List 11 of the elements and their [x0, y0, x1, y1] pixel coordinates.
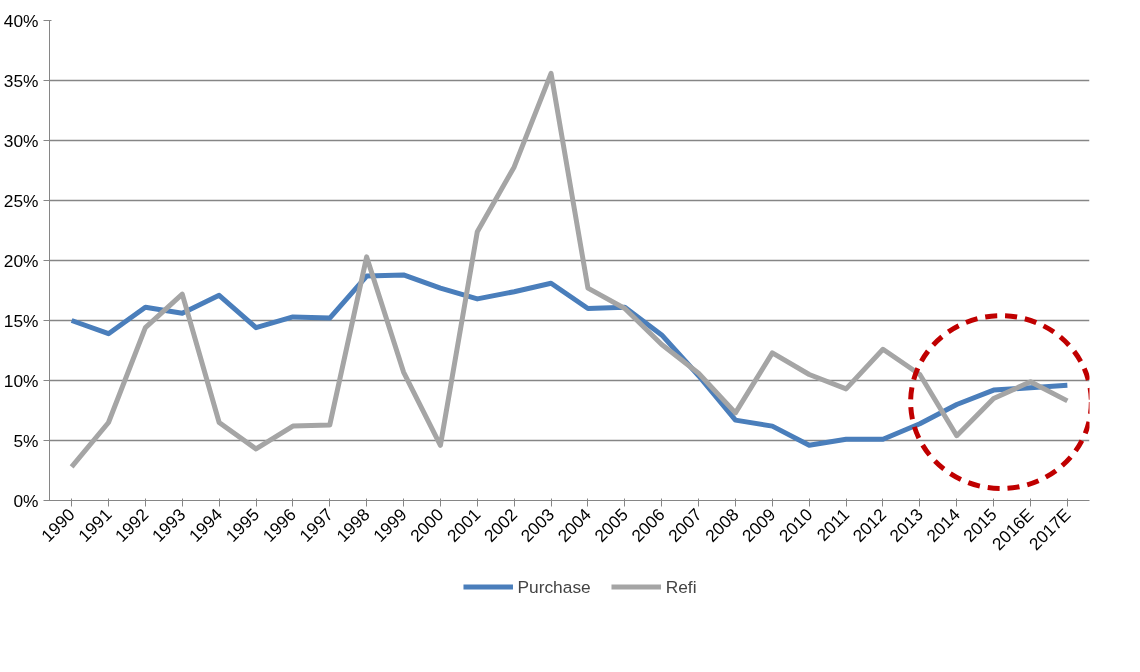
legend-label: Purchase	[517, 576, 591, 597]
y-tick-label: 5%	[13, 430, 39, 451]
y-tick-label: 35%	[3, 70, 39, 91]
legend-label: Refi	[665, 576, 697, 597]
y-tick-label: 10%	[3, 370, 39, 391]
y-tick-label: 40%	[3, 10, 39, 31]
y-tick-label: 30%	[3, 130, 39, 151]
y-tick-label: 25%	[3, 190, 39, 211]
y-tick-label: 15%	[3, 310, 39, 331]
y-tick-label: 20%	[3, 250, 39, 271]
y-tick-label: 0%	[13, 490, 39, 511]
